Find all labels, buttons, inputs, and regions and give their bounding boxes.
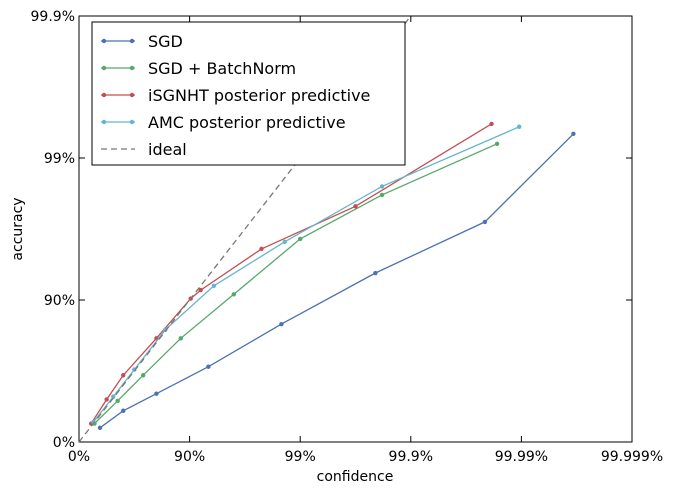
legend-marker	[101, 119, 107, 125]
data-point	[379, 184, 385, 189]
data-point	[163, 327, 168, 333]
series-lines	[78, 15, 576, 443]
legend-item-sgd: SGD	[101, 32, 183, 51]
data-point	[279, 321, 284, 327]
data-point	[259, 246, 264, 252]
data-point	[482, 219, 488, 225]
legend-label: iSGNHT posterior predictive	[148, 86, 370, 105]
legend-marker	[129, 92, 135, 98]
y-tick-label: 90%	[44, 293, 75, 309]
data-point	[97, 425, 103, 430]
legend-label: AMC posterior predictive	[148, 113, 346, 132]
data-point	[104, 397, 109, 402]
x-tick-label: 90%	[174, 449, 205, 465]
series-line-sgd	[99, 133, 574, 429]
data-point	[516, 124, 522, 129]
legend-marker	[129, 65, 135, 71]
data-point	[198, 287, 203, 293]
data-point	[132, 367, 137, 372]
x-axis-label: confidence	[317, 469, 394, 485]
data-point	[140, 373, 146, 378]
data-point	[91, 419, 96, 425]
series-line-amc-posterior-predictive	[92, 126, 520, 423]
data-point	[571, 131, 576, 137]
series-line-sgd-batchnorm	[94, 143, 498, 424]
legend-label: SGD + BatchNorm	[148, 59, 296, 78]
data-point	[494, 141, 500, 146]
legend-label: ideal	[148, 140, 187, 159]
legend-items: SGD SGD + BatchNorm iSGNHT posterior predi…	[101, 32, 370, 159]
legend: SGD SGD + BatchNorm iSGNHT posterior predi…	[91, 21, 406, 166]
x-tick-label: 99.9%	[389, 449, 433, 465]
legend-item-amc-posterior-predictive: AMC posterior predictive	[101, 113, 346, 132]
x-tick-label: 0%	[68, 449, 90, 465]
data-point	[489, 121, 494, 127]
x-tick-label: 99%	[285, 449, 316, 465]
data-point	[379, 192, 385, 198]
data-point	[298, 236, 303, 242]
legend-item-ideal: ideal	[101, 140, 187, 159]
series-sgd-batchnorm	[92, 141, 500, 426]
data-point	[206, 364, 211, 369]
data-point	[373, 270, 378, 276]
series-amc-posterior-predictive	[91, 124, 522, 425]
legend-marker	[129, 119, 135, 125]
data-point	[115, 398, 120, 404]
x-tick-label: 99.99%	[495, 449, 548, 465]
data-point	[111, 394, 116, 399]
x-tick-label: 99.999%	[601, 449, 663, 465]
series-sgd	[97, 131, 576, 430]
legend-box	[91, 21, 406, 166]
legend-marker	[101, 65, 107, 71]
legend-marker	[101, 92, 107, 98]
data-point	[353, 204, 358, 209]
data-point	[178, 336, 183, 341]
y-tick-label: 99%	[44, 151, 75, 167]
y-tick-label: 0%	[53, 435, 75, 451]
legend-marker	[101, 38, 107, 44]
y-axis-label: accuracy	[10, 197, 26, 260]
data-point	[211, 283, 217, 288]
data-point	[154, 391, 159, 396]
legend-item-sgd-batchnorm: SGD + BatchNorm	[101, 59, 296, 78]
data-point	[121, 408, 126, 413]
data-point	[282, 239, 287, 244]
legend-label: SGD	[148, 32, 183, 51]
legend-marker	[129, 38, 135, 44]
y-tick-label: 99.9%	[31, 9, 75, 25]
legend-item-isgnht-posterior-predictive: iSGNHT posterior predictive	[101, 86, 370, 105]
data-point	[231, 292, 237, 297]
data-point	[121, 373, 126, 378]
ticks: 0% 90% 99% 99.9% 99.99% 99.999% 0% 90% 99% 99.9%	[31, 9, 664, 465]
